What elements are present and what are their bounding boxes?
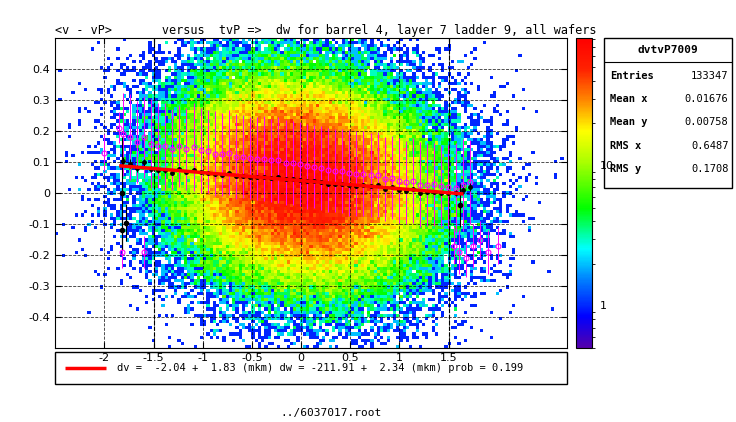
Text: RMS y: RMS y xyxy=(610,164,641,174)
Text: Entries: Entries xyxy=(610,71,654,81)
Text: Mean y: Mean y xyxy=(610,117,648,127)
Text: 133347: 133347 xyxy=(691,71,729,81)
Text: 0.00758: 0.00758 xyxy=(684,117,729,127)
Text: dv =  -2.04 +  1.83 (mkm) dw = -211.91 +  2.34 (mkm) prob = 0.199: dv = -2.04 + 1.83 (mkm) dw = -211.91 + 2… xyxy=(116,363,523,373)
Text: 0.6487: 0.6487 xyxy=(691,141,729,151)
Text: Mean x: Mean x xyxy=(610,94,648,104)
Text: 10: 10 xyxy=(600,160,614,170)
Text: 1: 1 xyxy=(600,301,607,311)
Text: dvtvP7009: dvtvP7009 xyxy=(637,46,698,55)
Text: <v - vP>       versus  tvP =>  dw for barrel 4, layer 7 ladder 9, all wafers: <v - vP> versus tvP => dw for barrel 4, … xyxy=(55,24,597,37)
Text: 0.01676: 0.01676 xyxy=(684,94,729,104)
Text: ../6037017.root: ../6037017.root xyxy=(280,408,382,418)
Text: 0.1708: 0.1708 xyxy=(691,164,729,174)
Text: RMS x: RMS x xyxy=(610,141,641,151)
